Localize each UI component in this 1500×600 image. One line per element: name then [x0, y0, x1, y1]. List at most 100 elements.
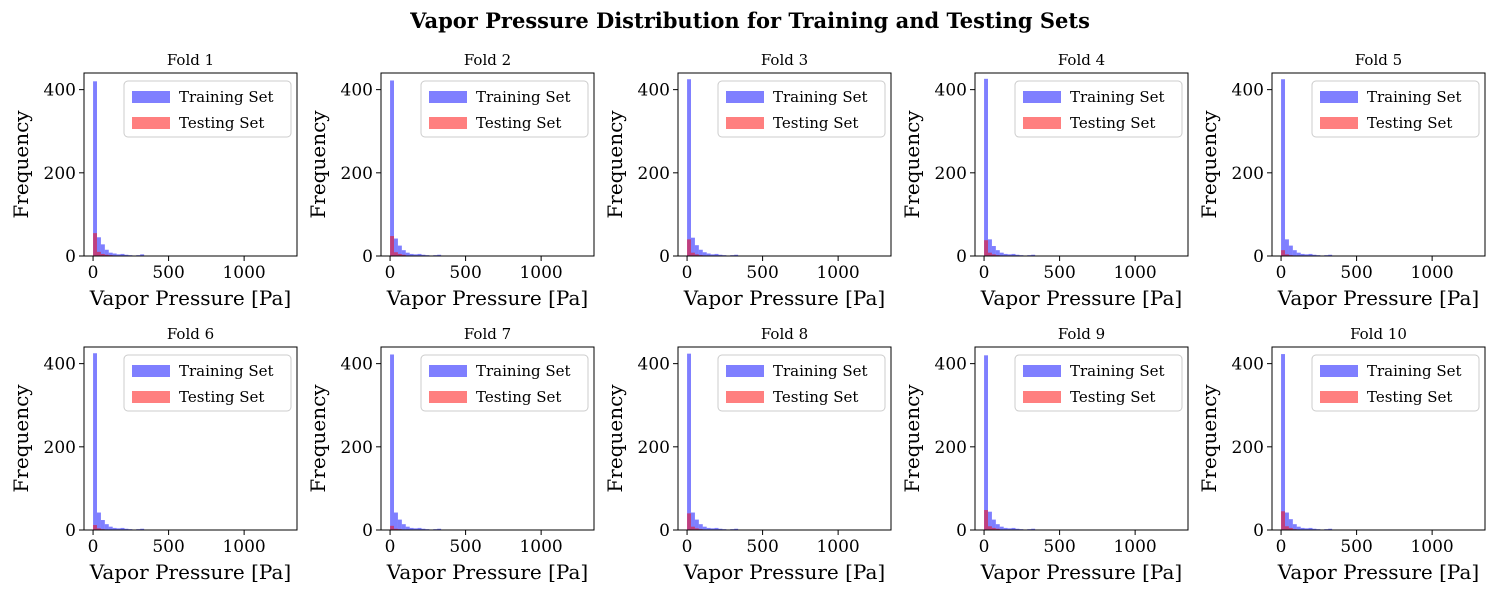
- histogram-bar: [694, 528, 699, 530]
- x-tick-label: 0: [1276, 263, 1287, 283]
- histogram-bar: [104, 249, 109, 256]
- y-tick-label: 0: [65, 521, 76, 541]
- histogram-bar: [995, 250, 1000, 256]
- subplot-title: Fold 7: [464, 325, 511, 343]
- histogram-bar: [706, 253, 711, 256]
- histogram-bar: [96, 237, 101, 256]
- legend-label: Testing Set: [1070, 388, 1155, 406]
- training-legend-swatch: [132, 365, 170, 377]
- y-axis-label: Frequency: [1197, 110, 1221, 219]
- legend-label: Training Set: [476, 88, 571, 106]
- histogram-bar: [991, 527, 996, 530]
- y-tick-label: 0: [1253, 521, 1264, 541]
- histogram-bar: [694, 245, 699, 256]
- testing-legend-swatch: [726, 391, 764, 403]
- legend-label: Training Set: [179, 88, 274, 106]
- legend-label: Testing Set: [773, 388, 858, 406]
- testing-legend-swatch: [726, 117, 764, 129]
- testing-legend-swatch: [429, 391, 467, 403]
- training-legend-swatch: [1320, 365, 1358, 377]
- histogram-bar: [1288, 527, 1293, 530]
- legend: Training Set Testing Set: [420, 80, 589, 138]
- histogram-bar: [1015, 528, 1020, 530]
- y-tick-label: 0: [362, 521, 373, 541]
- subplot-fold-7: Fold 7 0 500 1000 0 200 400 Vapor Pressure [Pa]…: [306, 325, 595, 584]
- x-tick-label: 500: [1043, 263, 1075, 283]
- x-tick-label: 500: [1043, 537, 1075, 557]
- subplot-fold-3: Fold 3 0 500 1000 0 200 400 Vapor Pressure [Pa]…: [603, 51, 892, 310]
- histogram-bar: [124, 528, 129, 530]
- histogram-bar: [698, 524, 703, 530]
- histogram-bar: [104, 524, 109, 530]
- histogram-bar: [108, 526, 113, 530]
- legend-label: Training Set: [773, 362, 868, 380]
- legend: Training Set Testing Set: [1311, 80, 1480, 138]
- x-tick-label: 1000: [1410, 263, 1453, 283]
- histogram-bar: [1328, 528, 1333, 530]
- x-tick-label: 1000: [1410, 537, 1453, 557]
- legend: Training Set Testing Set: [1311, 354, 1480, 412]
- x-axis-label: Vapor Pressure [Pa]: [683, 560, 885, 584]
- y-tick-label: 0: [659, 521, 670, 541]
- histogram-bar: [1281, 79, 1285, 256]
- histogram-bar: [1284, 239, 1289, 256]
- x-tick-label: 500: [152, 263, 184, 283]
- subplot-fold-6: Fold 6 0 500 1000 0 200 400 Vapor Pressure [Pa]…: [9, 325, 298, 584]
- legend: Training Set Testing Set: [1014, 354, 1183, 412]
- x-tick-label: 500: [1340, 537, 1372, 557]
- plot-frame: [974, 346, 1189, 531]
- subplot-fold-4: Fold 4 0 500 1000 0 200 400 Vapor Pressure [Pa]…: [900, 51, 1189, 310]
- legend-label: Training Set: [1367, 362, 1462, 380]
- y-tick-label: 200: [1232, 164, 1264, 184]
- histogram-bar: [690, 526, 695, 530]
- legend-label: Training Set: [1070, 362, 1165, 380]
- histogram-bar: [999, 252, 1004, 256]
- histogram-bar: [401, 254, 406, 256]
- x-tick-label: 0: [88, 537, 99, 557]
- histogram-bar: [1281, 511, 1285, 530]
- histogram-bar: [120, 253, 125, 256]
- histogram-bar: [417, 527, 422, 530]
- histogram-bar: [1003, 527, 1008, 530]
- x-tick-label: 0: [979, 537, 990, 557]
- legend: Training Set Testing Set: [717, 80, 886, 138]
- y-tick-label: 0: [956, 521, 967, 541]
- plot-frame: [677, 72, 892, 257]
- subplot-title: Fold 5: [1355, 51, 1402, 69]
- histogram-bar: [714, 527, 719, 530]
- histogram-bar: [706, 527, 711, 530]
- y-tick-label: 0: [362, 247, 373, 267]
- x-axis-label: Vapor Pressure [Pa]: [89, 286, 291, 310]
- histogram-bar: [112, 527, 117, 530]
- x-axis-label: Vapor Pressure [Pa]: [1277, 286, 1479, 310]
- legend: Training Set Testing Set: [123, 354, 292, 412]
- subplot-fold-8: Fold 8 0 500 1000 0 200 400 Vapor Pressure [Pa]…: [603, 325, 892, 584]
- training-legend-swatch: [1023, 91, 1061, 103]
- legend-label: Testing Set: [179, 114, 264, 132]
- histogram-bar: [694, 254, 699, 256]
- y-axis-label: Frequency: [306, 110, 330, 219]
- histogram-bar: [718, 254, 723, 256]
- histogram-bar: [702, 526, 707, 530]
- histogram-bar: [1007, 254, 1012, 256]
- x-axis-label: Vapor Pressure [Pa]: [980, 286, 1182, 310]
- histogram-bar: [437, 528, 442, 530]
- histogram-bar: [984, 78, 988, 256]
- legend-label: Testing Set: [179, 388, 264, 406]
- x-tick-label: 500: [746, 263, 778, 283]
- y-tick-label: 0: [65, 247, 76, 267]
- x-axis-label: Vapor Pressure [Pa]: [89, 560, 291, 584]
- histogram-bar: [1007, 528, 1012, 530]
- y-tick-label: 0: [956, 247, 967, 267]
- histogram-bar: [702, 252, 707, 256]
- histogram-bar: [108, 252, 113, 256]
- y-tick-label: 200: [935, 438, 967, 458]
- histogram-bar: [1003, 253, 1008, 256]
- histogram-bar: [93, 353, 97, 530]
- y-tick-label: 200: [341, 164, 373, 184]
- x-tick-label: 0: [88, 263, 99, 283]
- histogram-bar: [687, 79, 691, 256]
- histogram-bar: [409, 253, 414, 256]
- subplot-title: Fold 6: [167, 325, 214, 343]
